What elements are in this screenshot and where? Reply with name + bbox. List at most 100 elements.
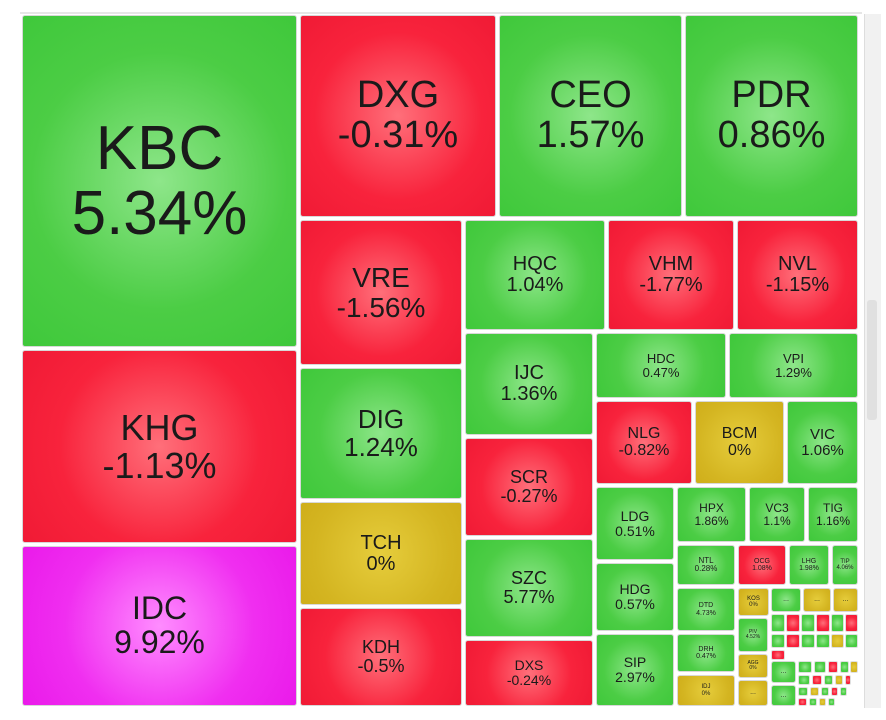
ticker: VPI xyxy=(783,350,804,366)
tile[interactable]: ... xyxy=(771,661,796,683)
change: -0.24% xyxy=(506,672,552,688)
tile[interactable]: TIP 4.06% xyxy=(832,545,858,585)
change: 5.77% xyxy=(503,587,555,607)
ticker: LDG xyxy=(620,507,650,524)
tile[interactable]: VPI 1.29% xyxy=(729,333,858,398)
change: 1.86% xyxy=(694,513,729,528)
tile[interactable]: PIV 4.52% xyxy=(738,618,768,652)
tile[interactable]: VIC 1.06% xyxy=(787,401,858,484)
small-tile xyxy=(771,614,785,632)
ticker: SIP xyxy=(623,654,647,671)
ticker: KBC xyxy=(95,113,224,183)
change: 1.04% xyxy=(506,274,564,296)
small-tile xyxy=(831,614,844,632)
tile[interactable]: KDH -0.5% xyxy=(300,608,462,706)
tile[interactable]: SIP 2.97% xyxy=(596,634,674,706)
ticker: KHG xyxy=(120,406,199,448)
ticker: ... xyxy=(842,596,849,604)
tile[interactable]: DTD 4.73% xyxy=(677,588,735,631)
change: -1.77% xyxy=(639,274,703,296)
tile[interactable]: LDG 0.51% xyxy=(596,487,674,560)
tile[interactable]: SZC 5.77% xyxy=(465,539,593,637)
change: 0% xyxy=(749,602,758,608)
tile[interactable]: HPX 1.86% xyxy=(677,487,746,542)
tile[interactable]: DIG 1.24% xyxy=(300,368,462,499)
change: 1.08% xyxy=(752,565,772,572)
tile[interactable]: KOS 0% xyxy=(738,588,769,616)
ticker: HPX xyxy=(699,500,724,515)
small-tile xyxy=(798,675,810,685)
tile[interactable]: TIG 1.16% xyxy=(808,487,858,542)
small-tile xyxy=(816,634,830,648)
tile[interactable]: ... xyxy=(771,588,801,612)
small-tile xyxy=(786,634,800,648)
ticker: TCH xyxy=(360,531,402,554)
tile[interactable]: VRE -1.56% xyxy=(300,220,462,365)
ticker: BCM xyxy=(721,424,758,442)
ticker: KOS xyxy=(747,595,760,602)
change: 0.86% xyxy=(717,114,826,156)
tile[interactable]: NTL 0.28% xyxy=(677,545,735,585)
small-tile xyxy=(809,698,817,706)
tile[interactable]: TCH 0% xyxy=(300,502,462,605)
ticker: TIG xyxy=(823,500,843,515)
tile[interactable]: IJC 1.36% xyxy=(465,333,593,435)
change: 1.29% xyxy=(775,364,812,380)
tile[interactable]: KHG -1.13% xyxy=(22,350,297,543)
tile[interactable]: VC3 1.1% xyxy=(749,487,805,542)
change: 5.34% xyxy=(71,179,248,248)
ticker: PIV xyxy=(748,628,758,635)
small-tile xyxy=(845,614,858,632)
tile[interactable]: AGG 0% xyxy=(738,654,768,678)
tile[interactable]: IDC 9.92% xyxy=(22,546,297,706)
tile[interactable]: ... xyxy=(738,680,768,706)
ticker: KDH xyxy=(361,637,400,658)
ticker: HDC xyxy=(646,350,676,366)
tile[interactable]: NVL -1.15% xyxy=(737,220,858,330)
tile[interactable]: HQC 1.04% xyxy=(465,220,605,330)
small-tile xyxy=(831,634,844,648)
tile[interactable]: HDG 0.57% xyxy=(596,563,674,631)
ticker: TIP xyxy=(840,558,850,565)
change: 1.16% xyxy=(815,513,851,528)
change: -1.15% xyxy=(765,274,830,296)
change: 0% xyxy=(366,552,396,575)
change: 1.98% xyxy=(799,565,819,572)
small-tile xyxy=(840,661,849,673)
change: -0.27% xyxy=(500,486,558,506)
scroll-handle[interactable] xyxy=(867,300,877,420)
tile[interactable]: OCG 1.08% xyxy=(738,545,786,585)
tile[interactable]: PDR 0.86% xyxy=(685,15,858,217)
tile[interactable]: SCR -0.27% xyxy=(465,438,593,536)
tile[interactable]: BCM 0% xyxy=(695,401,784,484)
tile[interactable]: HDC 0.47% xyxy=(596,333,726,398)
tile[interactable]: DXG -0.31% xyxy=(300,15,496,217)
tile[interactable]: KBC 5.34% xyxy=(22,15,297,347)
tile[interactable]: NLG -0.82% xyxy=(596,401,692,484)
tile[interactable]: VHM -1.77% xyxy=(608,220,734,330)
tile[interactable]: IDJ 0% xyxy=(677,675,735,706)
ticker: NVL xyxy=(778,253,817,275)
change: 0% xyxy=(727,441,752,459)
ticker: NTL xyxy=(698,555,714,565)
ticker: HDG xyxy=(619,581,651,598)
small-tile xyxy=(812,675,822,685)
tile[interactable]: ... xyxy=(771,685,796,706)
ticker: DXS xyxy=(514,657,544,674)
tile[interactable]: LHG 1.98% xyxy=(789,545,829,585)
tile[interactable]: ... xyxy=(803,588,831,612)
change: 4.06% xyxy=(836,565,854,571)
change: 0.47% xyxy=(642,364,680,380)
change: 1.1% xyxy=(763,513,791,528)
change: -0.5% xyxy=(357,656,405,676)
tile[interactable]: DXS -0.24% xyxy=(465,640,593,706)
ticker: ... xyxy=(814,596,820,604)
tile[interactable]: DRH 0.47% xyxy=(677,634,735,672)
small-tile xyxy=(835,675,843,685)
tile[interactable]: ... xyxy=(833,588,858,612)
tile[interactable]: CEO 1.57% xyxy=(499,15,682,217)
ticker: IDJ xyxy=(701,684,711,691)
change: 1.24% xyxy=(344,431,418,462)
small-tile xyxy=(814,661,826,673)
